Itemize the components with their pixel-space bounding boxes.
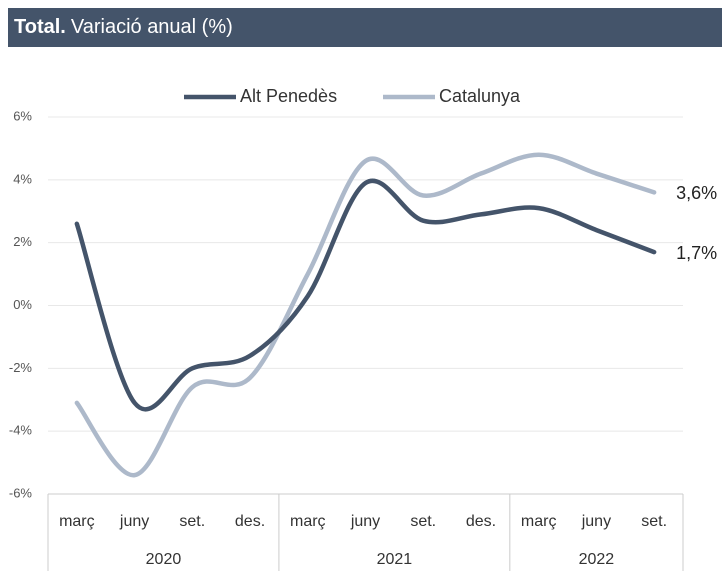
x-tick-label: juny — [581, 513, 611, 530]
group-label: 2020 — [146, 551, 182, 568]
y-tick-label: -2% — [9, 360, 33, 375]
group-label: 2021 — [377, 551, 413, 568]
x-tick-label: set. — [641, 513, 667, 530]
x-tick-label: des. — [466, 513, 496, 530]
y-tick-label: 4% — [13, 171, 32, 186]
data-label: 1,7% — [676, 243, 717, 263]
x-tick-label: març — [521, 513, 557, 530]
y-tick-label: -6% — [9, 485, 33, 500]
x-tick-label: set. — [179, 513, 205, 530]
legend-label: Catalunya — [439, 86, 521, 106]
x-tick-label: març — [290, 513, 326, 530]
header-bar — [8, 8, 722, 47]
chart-title: Total. Variació anual (%) — [14, 16, 233, 38]
series-line — [74, 152, 657, 478]
group-label: 2022 — [579, 551, 615, 568]
x-tick-label: set. — [410, 513, 436, 530]
y-tick-label: 6% — [13, 108, 32, 123]
y-tick-label: 2% — [13, 234, 32, 249]
x-tick-label: març — [59, 513, 95, 530]
x-tick-label: juny — [350, 513, 380, 530]
x-tick-label: des. — [235, 513, 265, 530]
y-tick-label: -4% — [9, 423, 33, 438]
data-label: 3,6% — [676, 183, 717, 203]
title-text: Variació anual (%) — [71, 16, 233, 38]
x-tick-label: juny — [119, 513, 149, 530]
series-line — [74, 178, 657, 412]
y-tick-label: 0% — [13, 297, 32, 312]
legend-label: Alt Penedès — [240, 86, 337, 106]
title-lead: Total. — [14, 16, 66, 38]
